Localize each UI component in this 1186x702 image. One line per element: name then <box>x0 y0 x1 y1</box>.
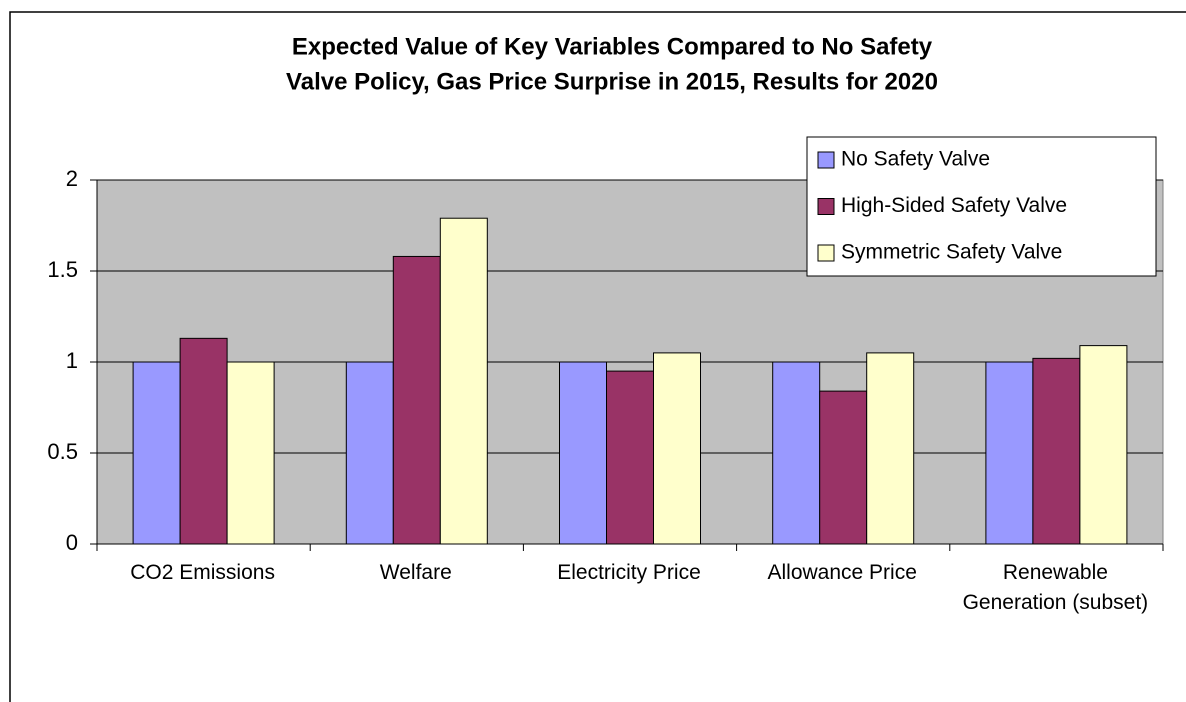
bar <box>132 361 181 545</box>
x-tick-label: Renewable Generation (subset) <box>962 561 1149 614</box>
bar <box>653 352 701 545</box>
bar <box>1079 345 1128 545</box>
legend-swatch <box>817 198 835 215</box>
chart-title: Valve Policy, Gas Price Surprise in 2015… <box>286 68 938 95</box>
bar <box>1032 357 1081 545</box>
bar <box>345 361 394 545</box>
y-tick-label: 2 <box>66 166 78 191</box>
bar <box>559 361 607 545</box>
legend-label: High-Sided Safety Valve <box>841 194 1067 217</box>
bar <box>866 352 915 545</box>
bar <box>392 255 441 545</box>
legend-swatch <box>817 151 835 169</box>
bar <box>226 361 275 545</box>
legend-label: No Safety Valve <box>841 148 990 171</box>
bar <box>439 217 488 545</box>
x-tick-label: Allowance Price <box>767 561 917 584</box>
legend-box <box>806 136 1157 277</box>
x-tick-label: Welfare <box>379 561 452 584</box>
legend-swatch <box>817 244 835 262</box>
bar <box>772 361 821 545</box>
bar <box>179 337 228 545</box>
y-tick-label: 0 <box>66 530 78 555</box>
chart-title: Expected Value of Key Variables Compared… <box>292 33 933 60</box>
legend-label: Symmetric Safety Valve <box>841 241 1062 264</box>
y-tick-label: 1 <box>66 348 78 373</box>
x-tick-label: CO2 Emissions <box>130 561 275 584</box>
bar <box>985 361 1034 545</box>
bar <box>819 390 868 545</box>
y-tick-label: 1.5 <box>47 257 78 282</box>
bar <box>606 370 654 545</box>
x-tick-label: Electricity Price <box>557 561 701 584</box>
y-tick-label: 0.5 <box>47 439 78 464</box>
